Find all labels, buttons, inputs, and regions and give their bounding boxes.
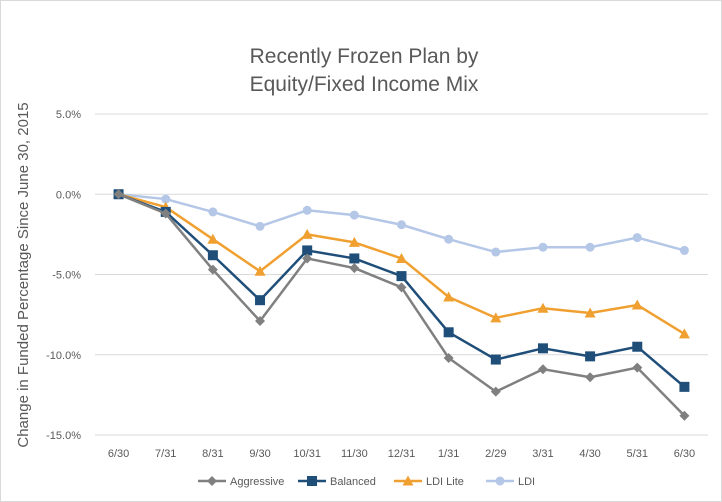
data-point-ldi [585, 242, 595, 252]
data-point-ldi-lite [348, 236, 360, 247]
series-ldi [114, 189, 689, 257]
x-axis-ticks: 6/30 7/31 8/31 9/30 10/31 11/30 12/31 1/31 2/29 3… [108, 448, 695, 460]
x-tick-label: 10/31 [293, 448, 321, 460]
y-axis-ticks: 5.0% 0.0% -5.0% -10.0% -15.0% [46, 109, 81, 442]
legend-marker [495, 476, 505, 486]
legend-label: LDI [518, 476, 535, 488]
y-axis-label: Change in Funded Percentage Since June 3… [15, 102, 32, 447]
data-point-aggressive [679, 410, 690, 421]
legend-marker [207, 476, 217, 486]
data-point-balanced [302, 245, 313, 256]
data-point-balanced [207, 250, 218, 261]
x-tick-label: 6/30 [674, 448, 695, 460]
x-tick-label: 3/31 [532, 448, 553, 460]
legend-label: Balanced [330, 476, 376, 488]
data-point-ldi-lite [207, 233, 219, 244]
chart-title-line-2: Equity/Fixed Income Mix [250, 73, 479, 96]
data-point-balanced [443, 327, 454, 338]
legend-item-ldi: LDI [486, 476, 535, 488]
data-point-balanced [255, 295, 266, 306]
data-point-balanced [585, 351, 596, 362]
data-point-aggressive [160, 208, 171, 219]
series-line-ldi-lite [118, 193, 686, 335]
legend-item-aggressive: Aggressive [198, 476, 284, 488]
data-point-aggressive [443, 352, 454, 363]
chart-title-line-1: Recently Frozen Plan by [250, 45, 479, 68]
data-point-ldi [208, 207, 218, 217]
x-tick-label: 6/30 [108, 448, 129, 460]
data-point-aggressive [255, 316, 266, 327]
x-tick-label: 1/31 [438, 448, 459, 460]
x-tick-label: 11/30 [341, 448, 368, 460]
x-tick-label: 9/30 [249, 448, 270, 460]
legend-label: LDI Lite [426, 476, 464, 488]
x-tick-label: 8/31 [202, 448, 223, 460]
data-point-ldi-lite [678, 328, 690, 339]
data-point-ldi [161, 194, 171, 204]
data-point-ldi [679, 245, 689, 255]
data-point-ldi [255, 221, 265, 231]
data-point-aggressive [490, 386, 501, 397]
legend-marker [307, 476, 317, 486]
x-tick-label: 4/30 [579, 448, 600, 460]
data-point-ldi-lite [584, 307, 596, 318]
data-point-balanced [537, 343, 548, 354]
data-point-aggressive [537, 364, 548, 375]
data-point-balanced [396, 271, 407, 282]
x-tick-label: 12/31 [388, 448, 416, 460]
data-point-balanced [490, 354, 501, 365]
data-point-aggressive [113, 189, 124, 200]
data-point-aggressive [396, 282, 407, 293]
series-aggressive [113, 189, 690, 421]
series-group [113, 188, 690, 421]
data-point-ldi-lite [537, 302, 549, 313]
data-point-ldi-lite [301, 228, 313, 239]
data-point-aggressive [302, 253, 313, 264]
data-point-aggressive [207, 264, 218, 275]
x-tick-label: 7/31 [155, 448, 176, 460]
legend-label: Aggressive [230, 476, 284, 488]
y-tick-label: -5.0% [52, 270, 81, 282]
y-tick-label: -15.0% [46, 430, 81, 442]
data-point-ldi [444, 234, 454, 244]
y-tick-label: -10.0% [46, 350, 81, 362]
y-tick-label: 0.0% [56, 189, 81, 201]
legend: Aggressive Balanced LDI Lite LDI [198, 475, 535, 488]
data-point-ldi [349, 210, 359, 220]
data-point-ldi-lite [490, 312, 502, 323]
legend-item-ldi-lite: LDI Lite [394, 475, 464, 488]
data-point-ldi [491, 247, 501, 257]
data-point-ldi [302, 205, 312, 215]
data-point-balanced [632, 341, 643, 352]
data-point-ldi [632, 233, 642, 243]
data-point-balanced [679, 381, 690, 392]
legend-item-balanced: Balanced [298, 476, 376, 488]
y-tick-label: 5.0% [56, 109, 81, 121]
legend-marker [402, 475, 414, 486]
data-point-ldi-lite [443, 291, 455, 302]
data-point-aggressive [585, 372, 596, 383]
gridlines [95, 113, 708, 436]
series-ldi-lite [113, 188, 690, 339]
data-point-ldi [397, 220, 406, 230]
data-point-ldi [538, 242, 548, 252]
data-point-ldi-lite [631, 299, 643, 310]
data-point-balanced [349, 253, 360, 264]
data-point-ldi-lite [396, 252, 407, 263]
data-point-ldi-lite [254, 265, 266, 276]
data-point-aggressive [349, 263, 360, 274]
data-point-aggressive [632, 362, 643, 373]
x-tick-label: 5/31 [627, 448, 648, 460]
x-tick-label: 2/29 [485, 448, 506, 460]
